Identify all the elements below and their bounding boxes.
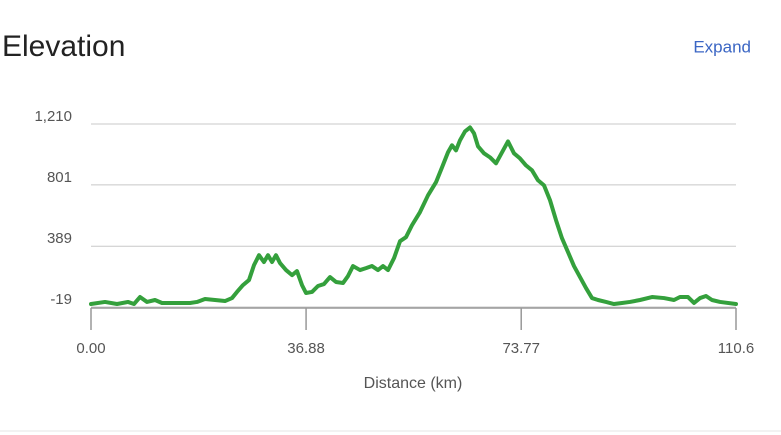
y-tick-label: 389: [47, 230, 72, 247]
x-tick-label: 0.00: [76, 340, 105, 357]
x-tick-label: 36.88: [287, 340, 325, 357]
expand-link[interactable]: Expand: [693, 37, 751, 56]
y-tick-label: 1,210: [34, 108, 72, 125]
panel-title: Elevation: [2, 30, 125, 63]
y-tick-label: 801: [47, 169, 72, 186]
x-tick-label: 110.6: [718, 340, 754, 357]
x-axis-label: Distance (km): [364, 375, 463, 392]
elevation-line: [89, 125, 738, 307]
y-tick-label: -19: [50, 291, 72, 308]
x-tick-label: 73.77: [502, 340, 540, 357]
